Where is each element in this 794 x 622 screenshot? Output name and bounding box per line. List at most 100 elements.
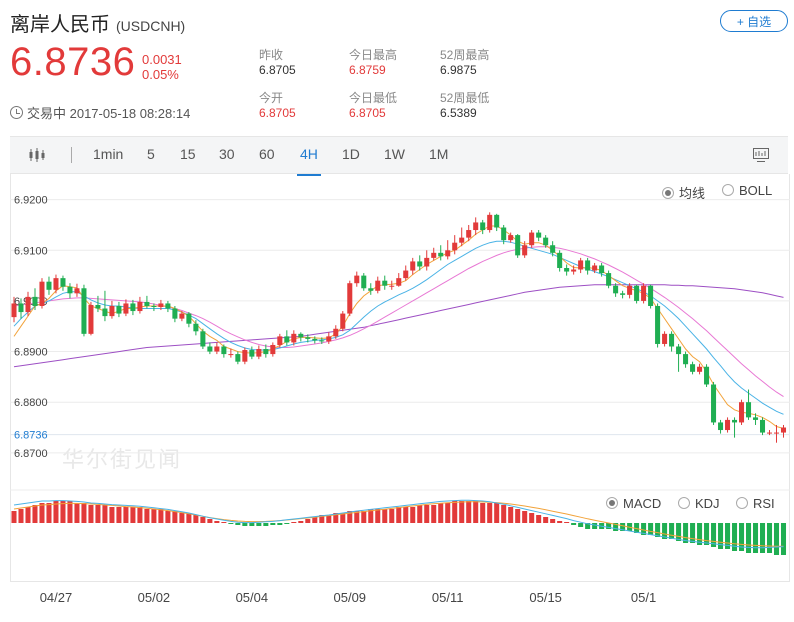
watermark: 华尔街见闻 (62, 447, 183, 472)
fullscreen-chart-icon[interactable] (752, 146, 770, 164)
add-watchlist-button[interactable]: + 自选 (720, 10, 788, 32)
candle-body (144, 301, 150, 306)
macd-bar (606, 523, 612, 529)
macd-bar (431, 505, 437, 523)
legend-ma-label: 均线 (679, 186, 706, 201)
macd-bar (773, 523, 780, 555)
candle-body (613, 285, 619, 294)
candlestick-type-icon[interactable] (28, 147, 48, 163)
stat-label: 52周最低 (440, 91, 490, 105)
macd-bar (88, 505, 94, 523)
macd-bar (501, 505, 507, 523)
macd-bar (284, 523, 290, 524)
macd-bar (158, 509, 164, 523)
candle-body (599, 265, 605, 274)
instrument-name: 离岸人民币 (10, 14, 110, 36)
macd-bar (766, 523, 773, 553)
macd-bar (753, 523, 759, 553)
candle-body (606, 273, 612, 286)
legend-ma[interactable]: 均线 (662, 183, 705, 202)
timeframe-tab-1w[interactable]: 1W (384, 146, 405, 162)
radio-ma[interactable] (662, 187, 674, 199)
legend-rsi[interactable]: RSI (736, 496, 775, 511)
candle-body (452, 242, 458, 251)
macd-bar (648, 523, 654, 535)
macd-bar (235, 523, 241, 525)
macd-bar (137, 507, 143, 523)
macd-bar (270, 523, 276, 525)
macd-bar (18, 509, 24, 523)
candle-body (487, 214, 493, 231)
candle-body (214, 346, 220, 352)
radio-boll[interactable] (722, 184, 734, 196)
macd-bar (193, 515, 199, 523)
candle-body (291, 333, 297, 343)
timeframe-tab-30[interactable]: 30 (219, 146, 235, 162)
macd-dea-line (13, 501, 784, 547)
candle-body (417, 261, 423, 267)
candle-body (438, 252, 444, 257)
macd-bar (522, 511, 528, 523)
candle-body (270, 344, 276, 355)
candle-body (725, 419, 731, 431)
macd-bar (662, 523, 668, 539)
legend-kdj[interactable]: KDJ (678, 496, 720, 511)
macd-bar (305, 519, 311, 523)
x-tick-label: 05/15 (529, 590, 562, 605)
candle-body (578, 260, 584, 270)
macd-bar (312, 517, 318, 523)
macd-bar (445, 503, 451, 523)
macd-bar (529, 513, 535, 523)
y-tick-label: 6.8900 (14, 347, 48, 359)
macd-bar (361, 511, 367, 523)
instrument-title: 离岸人民币 (USDCNH) (10, 8, 185, 37)
timeframe-tab-15[interactable]: 15 (180, 146, 196, 162)
macd-bar (466, 501, 472, 523)
macd-bar (739, 523, 745, 551)
macd-bar (683, 523, 689, 543)
candle-body (676, 346, 682, 355)
y-tick-label: 6.9100 (14, 245, 48, 257)
radio-kdj[interactable] (678, 497, 690, 509)
candle-body (46, 281, 52, 290)
ma20-line (13, 246, 784, 398)
macd-bar (375, 509, 381, 523)
change-value: 0.0031 (142, 52, 182, 67)
macd-bar (515, 509, 521, 523)
candle-body (620, 293, 626, 295)
candle-body (116, 305, 122, 314)
legend-macd[interactable]: MACD (606, 496, 661, 511)
x-tick-label: 04/27 (40, 590, 73, 605)
macd-bar (620, 523, 626, 531)
x-tick-label: 05/11 (432, 590, 464, 605)
instrument-code: (USDCNH) (116, 18, 186, 34)
candle-body (662, 333, 668, 344)
radio-rsi[interactable] (736, 497, 748, 509)
candle-body (256, 349, 262, 357)
macd-bar (578, 523, 584, 527)
timeframe-tab-1d[interactable]: 1D (342, 146, 360, 162)
macd-bar (746, 523, 752, 553)
timeframe-tab-5[interactable]: 5 (147, 146, 155, 162)
x-tick-label: 05/02 (138, 590, 171, 605)
timeframe-tab-1m[interactable]: 1M (429, 146, 449, 162)
macd-bar (780, 523, 787, 555)
radio-macd[interactable] (606, 497, 618, 509)
candle-body (18, 303, 24, 313)
chart-container (10, 174, 790, 582)
macd-bar (130, 507, 136, 523)
stat-label: 52周最高 (440, 48, 490, 62)
candle-body (704, 366, 710, 385)
candle-body (396, 278, 402, 286)
timeframe-tab-1min[interactable]: 1min (93, 146, 124, 162)
clock-icon (10, 106, 23, 119)
candle-body (564, 268, 570, 272)
legend-boll[interactable]: BOLL (722, 183, 772, 198)
y-tick-label: 6.9200 (14, 195, 48, 207)
ma5-line (13, 225, 784, 429)
timeframe-tab-4h[interactable]: 4H (297, 146, 321, 176)
macd-bar (690, 523, 696, 543)
timeframe-tab-60[interactable]: 60 (259, 146, 275, 162)
macd-bar (291, 522, 297, 523)
